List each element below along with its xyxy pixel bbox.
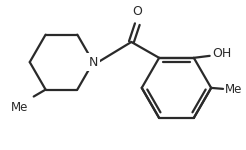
Text: Me: Me [225,83,242,96]
Text: OH: OH [213,47,232,60]
Text: Me: Me [11,102,29,114]
Text: N: N [89,56,98,69]
Text: O: O [132,5,142,18]
